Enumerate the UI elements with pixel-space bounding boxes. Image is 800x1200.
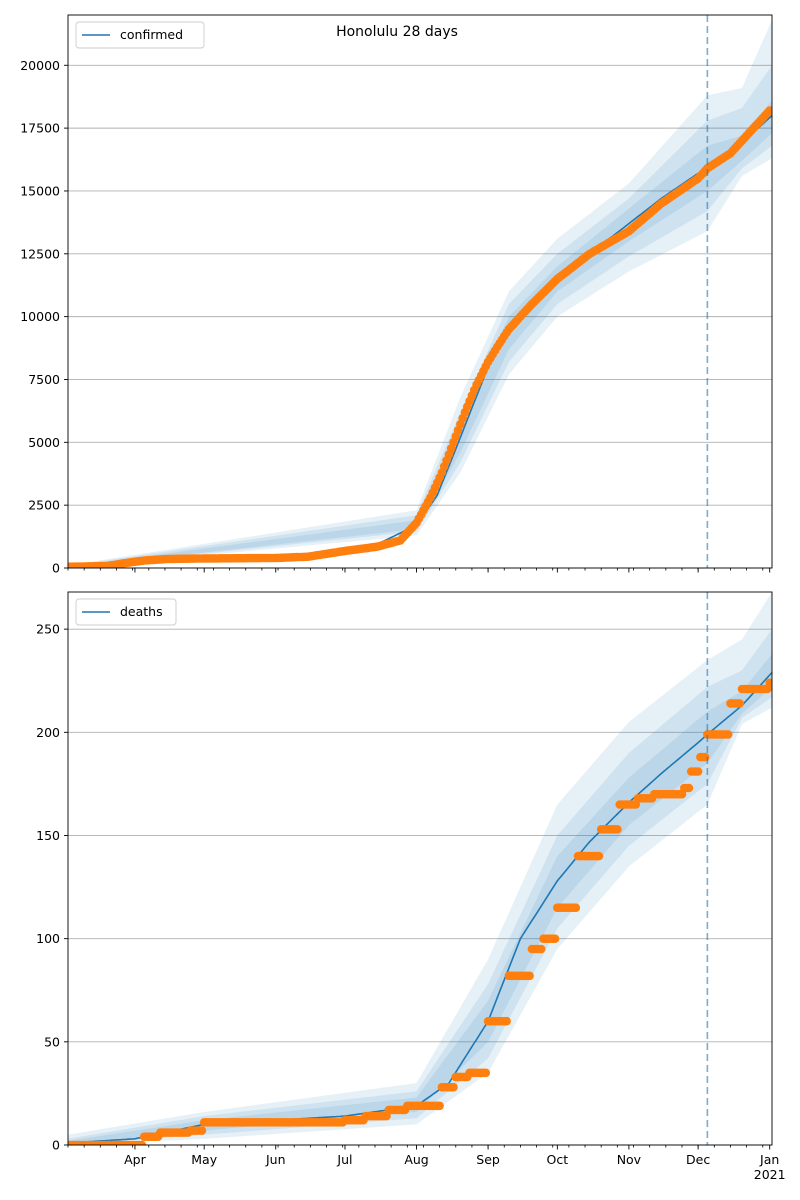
- x-tick-label: Apr: [124, 1152, 146, 1167]
- y-tick-label: 100: [36, 931, 60, 946]
- x-tick-label: Jan: [759, 1152, 779, 1167]
- observed-point: [735, 699, 744, 708]
- legend-label: confirmed: [120, 27, 183, 42]
- observed-point: [684, 783, 694, 793]
- axes-frame: [67, 14, 773, 569]
- x-tick-label: Aug: [404, 1152, 428, 1167]
- deaths-chart: 0 50 100 150 200 250 Apr May Jun Jul Aug Sep Oct Nov D…: [36, 591, 786, 1182]
- plot-area: [68, 20, 772, 568]
- x-tick-label: Jun: [265, 1152, 286, 1167]
- observed-point: [765, 106, 772, 115]
- x-tick-label: Oct: [547, 1152, 569, 1167]
- observed-point: [613, 825, 622, 834]
- y-tick-label: 0: [52, 561, 60, 576]
- y-tick-label: 50: [44, 1034, 60, 1049]
- y-tick-label: 150: [36, 828, 60, 843]
- observed-point: [525, 971, 534, 981]
- uncertainty-band: [68, 592, 772, 1145]
- observed-point: [137, 1140, 147, 1145]
- x-tick-label: Sep: [476, 1152, 500, 1167]
- observed-point: [571, 903, 581, 912]
- legend-label: deaths: [120, 604, 163, 619]
- x-tick-label: Dec: [686, 1152, 710, 1167]
- observed-point: [693, 767, 703, 776]
- uncertainty-band: [68, 20, 772, 568]
- legend-box: [75, 21, 205, 49]
- y-tick-label: 7500: [28, 372, 60, 387]
- y-tick-label: 10000: [20, 309, 60, 324]
- y-tick-label: 15000: [20, 183, 60, 198]
- y-tick-label: 17500: [20, 121, 60, 136]
- y-tick-label: 20000: [20, 58, 60, 73]
- axes-frame: [67, 591, 773, 1146]
- y-tick-label: 250: [36, 622, 60, 637]
- y-tick-label: 0: [52, 1138, 60, 1153]
- y-tick-label: 12500: [20, 246, 60, 261]
- observed-point: [550, 934, 560, 943]
- observed-point: [502, 1016, 511, 1026]
- figure-title: Honolulu 28 days: [336, 24, 458, 40]
- observed-point: [594, 851, 604, 861]
- observed-point: [765, 678, 772, 688]
- x-tick-label: Jul: [336, 1152, 352, 1167]
- legend: deaths: [75, 598, 177, 626]
- plot-area: [68, 592, 772, 1145]
- y-tick-label: 200: [36, 725, 60, 740]
- legend-box: [75, 598, 177, 626]
- observed-point: [481, 1068, 491, 1078]
- confirmed-chart: 0 2500 5000 7500 10000 12500 15000 17500 20000 co…: [20, 14, 773, 576]
- x-tick-label: May: [191, 1152, 217, 1167]
- y-tick-label: 2500: [28, 498, 60, 513]
- observed-point: [536, 944, 546, 954]
- observed-point: [723, 730, 733, 739]
- x-tick-label: Nov: [617, 1152, 642, 1167]
- legend: confirmed: [75, 21, 205, 49]
- observed-point: [449, 1082, 458, 1092]
- x-year-label: 2021: [754, 1167, 786, 1182]
- observed-point: [197, 1126, 207, 1135]
- observed-point: [435, 1101, 444, 1111]
- y-tick-label: 5000: [28, 435, 60, 450]
